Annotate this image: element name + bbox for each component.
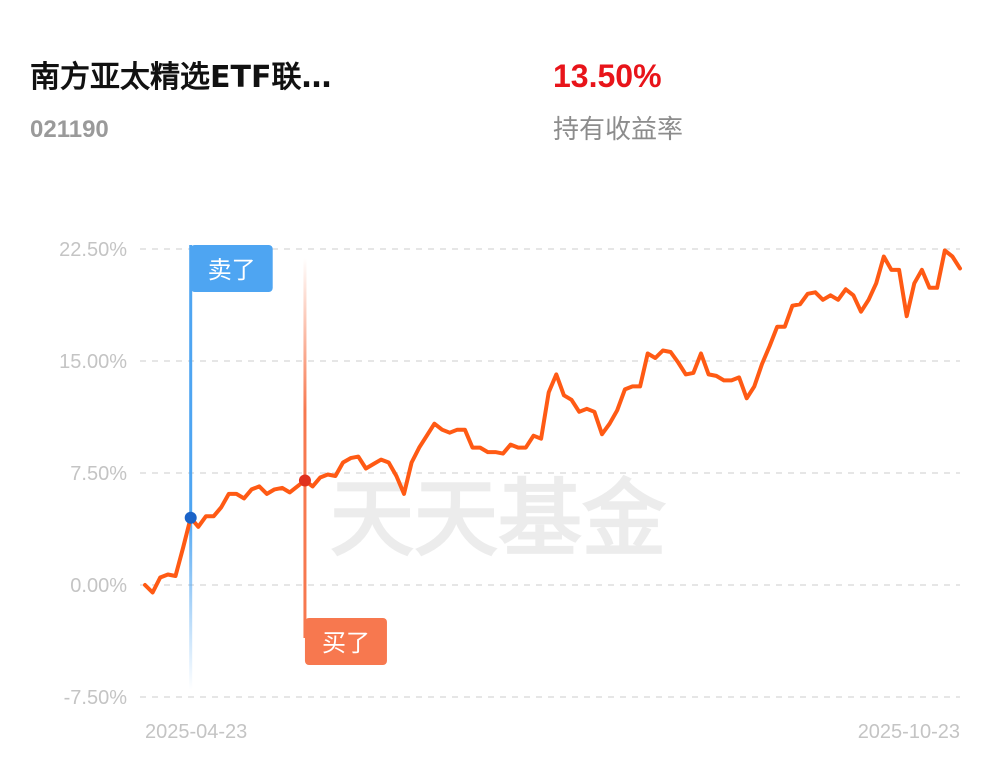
watermark: 天天基金	[330, 470, 667, 568]
x-tick-label: 2025-04-23	[145, 721, 247, 743]
y-tick-label: 0.00%	[70, 575, 127, 597]
fund-code: 021190	[30, 116, 109, 143]
annotation-guide	[189, 245, 193, 690]
y-tick-label: 7.50%	[70, 463, 127, 485]
holding-return: 13.50%	[553, 58, 662, 94]
annotation-guide	[303, 258, 307, 638]
annotation-box	[190, 245, 273, 292]
annotation-point	[298, 474, 311, 487]
annotation-box	[304, 618, 387, 665]
y-tick-label: -7.50%	[64, 687, 128, 709]
x-tick-label: 2025-10-23	[858, 721, 960, 743]
holding-return-label: 持有收益率	[553, 115, 683, 145]
annotation-point	[184, 511, 197, 524]
fund-name: 南方亚太精选ETF联…	[30, 60, 331, 95]
line-series	[143, 248, 962, 595]
y-tick-label: 15.00%	[59, 351, 127, 373]
annotation-label: 卖了	[208, 256, 256, 284]
annotation-label: 买了	[322, 629, 370, 657]
y-tick-label: 22.50%	[59, 239, 127, 261]
